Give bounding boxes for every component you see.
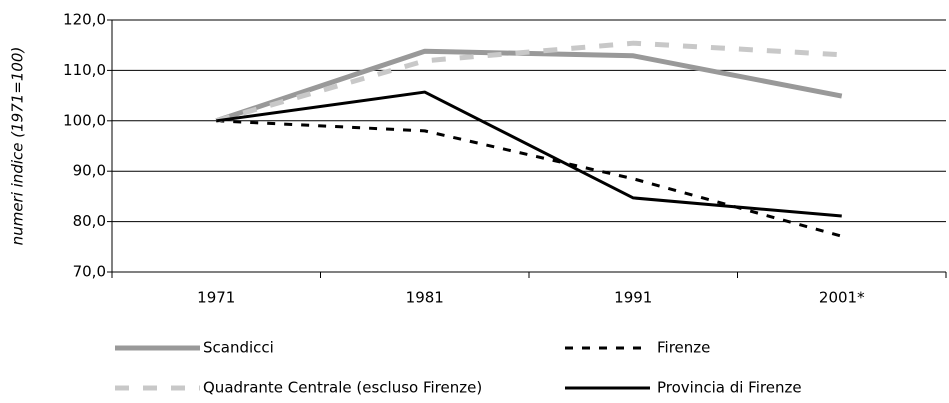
y-tick-label: 100,0 <box>63 111 106 129</box>
y-axis-label: numeri indice (1971=100) <box>9 47 27 246</box>
y-tick-label: 110,0 <box>63 61 106 79</box>
series-line <box>216 119 843 238</box>
x-tick-label: 2001* <box>819 289 865 307</box>
x-tick-label: 1971 <box>197 289 235 307</box>
series-line <box>215 48 843 124</box>
legend-label: Provincia di Firenze <box>657 379 802 397</box>
x-tick-label: 1981 <box>406 289 444 307</box>
series-line <box>216 90 842 218</box>
x-tick-label: 1991 <box>614 289 652 307</box>
y-tick-label: 80,0 <box>73 212 106 230</box>
legend-label: Firenze <box>657 339 710 357</box>
series-line <box>215 40 842 124</box>
y-tick-label: 90,0 <box>73 162 106 180</box>
y-tick-label: 120,0 <box>63 11 106 29</box>
y-tick-label: 70,0 <box>73 263 106 281</box>
legend-label: Quadrante Centrale (escluso Firenze) <box>203 379 482 397</box>
legend-label: Scandicci <box>203 339 274 357</box>
